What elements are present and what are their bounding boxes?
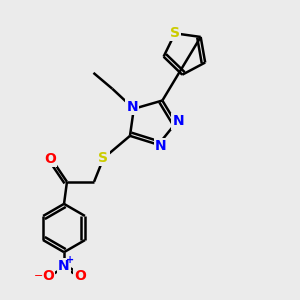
Text: O: O: [42, 269, 54, 283]
Text: +: +: [66, 255, 75, 265]
Text: N: N: [172, 114, 184, 128]
Text: −: −: [34, 271, 44, 281]
Text: N: N: [127, 100, 138, 114]
Text: O: O: [74, 269, 86, 283]
Text: S: S: [170, 26, 180, 40]
Text: O: O: [44, 152, 56, 166]
Text: N: N: [155, 139, 167, 153]
Text: S: S: [98, 151, 109, 165]
Text: N: N: [58, 259, 70, 273]
